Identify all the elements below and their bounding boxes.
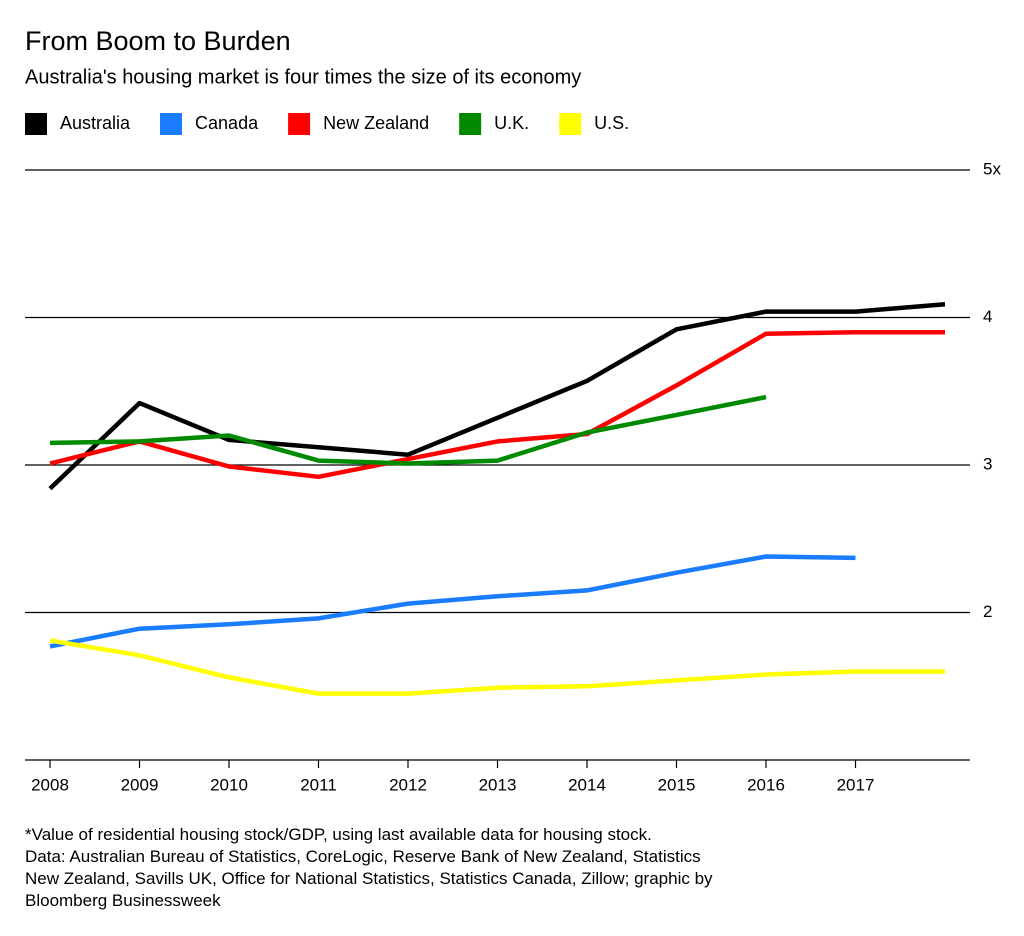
legend-label: Canada: [195, 113, 259, 133]
note: *Value of residential housing stock/GDP,…: [25, 825, 652, 844]
legend-label: New Zealand: [323, 113, 429, 133]
chart: From Boom to Burden Australia's housing …: [25, 26, 1001, 794]
legend-swatch: [459, 113, 482, 135]
source-line: Data: Australian Bureau of Statistics, C…: [25, 847, 701, 866]
legend-swatch: [25, 113, 47, 135]
series-line: [49, 394, 767, 466]
series-line: [49, 330, 945, 480]
x-tick-label: 2012: [389, 775, 427, 794]
series-line: [49, 638, 945, 696]
series-line: [49, 554, 856, 649]
legend-swatch: [160, 113, 183, 135]
x-tick-label: 2016: [747, 775, 785, 794]
y-tick-label: 5x: [983, 159, 1001, 178]
legend-swatch: [559, 113, 582, 135]
source-line: Bloomberg Businessweek: [25, 891, 221, 910]
series-line: [48, 301, 946, 491]
x-tick-label: 2017: [837, 775, 875, 794]
legend-label: Australia: [60, 113, 131, 133]
footnotes: *Value of residential housing stock/GDP,…: [25, 824, 1005, 912]
legend-label: U.S.: [594, 113, 629, 133]
y-tick-label: 4: [983, 307, 992, 326]
y-tick-label: 2: [983, 602, 992, 621]
x-tick-label: 2013: [479, 775, 517, 794]
x-tick-label: 2015: [658, 775, 696, 794]
x-tick-label: 2014: [568, 775, 606, 794]
x-tick-label: 2008: [31, 775, 69, 794]
legend-swatch: [288, 113, 311, 135]
legend-label: U.K.: [494, 113, 529, 133]
chart-subtitle: Australia's housing market is four times…: [25, 66, 581, 88]
x-tick-label: 2009: [121, 775, 159, 794]
source-line: New Zealand, Savills UK, Office for Nati…: [25, 869, 713, 888]
x-tick-label: 2011: [300, 775, 337, 794]
chart-title: From Boom to Burden: [25, 26, 291, 56]
y-tick-label: 3: [983, 454, 992, 473]
x-tick-label: 2010: [210, 775, 248, 794]
